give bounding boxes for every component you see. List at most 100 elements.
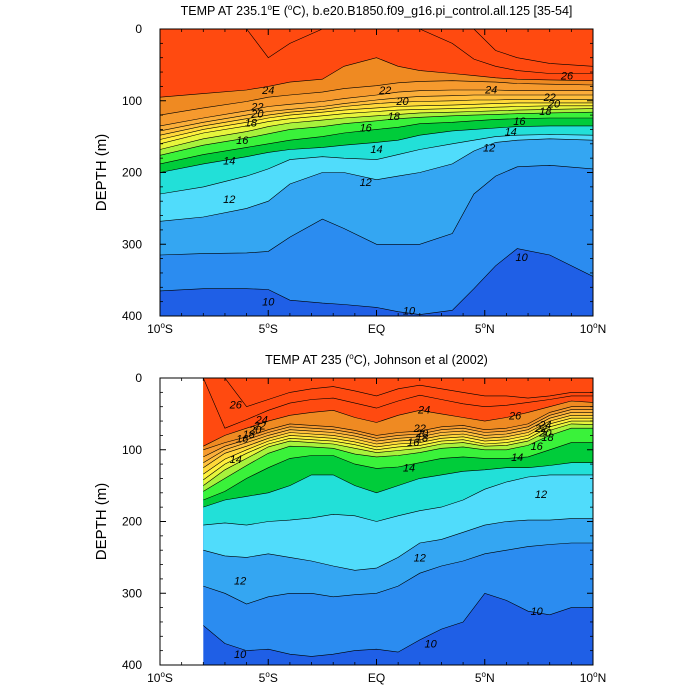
contour-18 <box>160 105 593 145</box>
contour-label: 10 <box>403 305 416 317</box>
contour-label: 12 <box>414 552 426 564</box>
title-text: C), b.e20.B1850.f09_g16.pi_control.all.1… <box>292 4 572 18</box>
x-tick-label: 10oS <box>147 321 173 336</box>
chart-title: TEMP AT 235 (oC), Johnson et al (2002) <box>265 352 488 367</box>
contour-26 <box>160 29 593 67</box>
title-degree: o <box>288 3 293 12</box>
contour-label: 16 <box>513 116 526 128</box>
contour-label: 10 <box>531 606 544 618</box>
contour-label: 24 <box>417 405 430 417</box>
contour-label: 22 <box>378 85 391 97</box>
contour-17 <box>160 108 593 150</box>
x-tick-label: 5oN <box>475 321 495 336</box>
panel-johnson-temperature: 2624222018161412102422201816141210262422… <box>93 352 606 685</box>
x-tick-hemisphere: N <box>598 671 607 685</box>
y-tick-label: 200 <box>122 166 142 180</box>
contour-label: 22 <box>413 423 426 435</box>
contour-label: 12 <box>535 489 547 501</box>
contour-15 <box>203 442 593 501</box>
contour-18 <box>203 420 593 481</box>
contour-22 <box>160 89 593 127</box>
contour-25 <box>203 378 593 429</box>
x-tick-hemisphere: N <box>486 671 495 685</box>
y-axis-label: DEPTH (m) <box>93 134 110 212</box>
contour-label: 10 <box>234 649 247 661</box>
contour-label: 18 <box>416 433 429 445</box>
x-tick-hemisphere: S <box>165 671 173 685</box>
contour-22 <box>203 409 593 458</box>
contour-19 <box>203 417 593 475</box>
contour-23 <box>203 406 593 451</box>
title-degree: o <box>349 352 354 361</box>
contour-label: 22 <box>534 423 547 435</box>
x-tick-value: 10 <box>580 671 594 685</box>
contour-label: 16 <box>407 437 420 449</box>
contour-label: 12 <box>223 194 235 206</box>
x-tick-degree: o <box>593 670 598 679</box>
contour-16 <box>160 111 593 156</box>
panel-model-temperature: 2422201816141210222018161412102412141618… <box>93 3 606 336</box>
x-tick-value: 5 <box>475 322 482 336</box>
contour-24 <box>160 57 593 98</box>
contour-label: 18 <box>541 432 554 444</box>
x-tick-degree: o <box>482 670 487 679</box>
contour-15 <box>160 117 593 165</box>
contour-10 <box>203 592 593 657</box>
x-tick-value: 10 <box>147 671 161 685</box>
x-tick-degree: o <box>593 321 598 330</box>
contour-label: 18 <box>539 106 552 118</box>
contour-label: 24 <box>484 84 497 96</box>
x-tick-value: 5 <box>475 671 482 685</box>
contour-label: 20 <box>248 425 262 437</box>
band-26 <box>160 29 593 67</box>
contour-label: 18 <box>245 117 258 129</box>
y-tick-label: 100 <box>122 443 142 457</box>
plot-area: 2624222018161412102422201816141210262422… <box>203 378 593 665</box>
contour-label: 22 <box>250 102 263 114</box>
contour-25 <box>160 29 593 74</box>
contour-label: 20 <box>547 99 561 111</box>
contour-label: 24 <box>255 415 268 427</box>
contour-10 <box>160 248 593 315</box>
y-tick-label: 0 <box>135 22 142 36</box>
contour-label: 14 <box>511 452 523 464</box>
contour-label: 20 <box>538 428 552 440</box>
contour-label: 14 <box>230 454 242 466</box>
contour-14 <box>160 125 593 173</box>
contour-label: 20 <box>250 109 264 121</box>
y-axis-label: DEPTH (m) <box>93 483 110 561</box>
x-tick-value: 10 <box>580 322 594 336</box>
contour-21 <box>160 94 593 132</box>
contour-label: 22 <box>252 420 265 432</box>
contour-label: 10 <box>424 639 437 651</box>
x-tick-hemisphere: S <box>165 322 173 336</box>
x-tick-label: 10oS <box>147 670 173 685</box>
contour-11 <box>203 542 593 605</box>
contour-20 <box>160 99 593 136</box>
contour-26 <box>203 378 593 408</box>
contour-label: 14 <box>505 127 517 139</box>
contour-label: 26 <box>508 410 522 422</box>
contour-13 <box>160 134 593 195</box>
y-tick-label: 0 <box>135 371 142 385</box>
title-text: E ( <box>272 4 289 18</box>
x-tick-value: EQ <box>368 322 385 336</box>
contour-label: 14 <box>223 155 235 167</box>
contour-12 <box>160 138 593 222</box>
y-tick-label: 300 <box>122 586 142 600</box>
contour-label: 12 <box>360 177 372 189</box>
x-tick-label: 5oS <box>259 670 278 685</box>
contour-label: 16 <box>236 433 249 445</box>
contour-14 <box>203 462 593 508</box>
x-tick-label: 5oS <box>259 321 278 336</box>
contour-label: 16 <box>531 441 544 453</box>
x-tick-value: 5 <box>259 322 266 336</box>
band-26 <box>203 378 593 407</box>
plot-area: 2422201816141210222018161412102412141618… <box>160 29 593 317</box>
title-text: C), Johnson et al (2002) <box>354 353 488 367</box>
x-tick-value: 10 <box>147 322 161 336</box>
contour-11 <box>160 164 593 256</box>
contour-label: 16 <box>236 135 249 147</box>
contour-19 <box>160 102 593 140</box>
